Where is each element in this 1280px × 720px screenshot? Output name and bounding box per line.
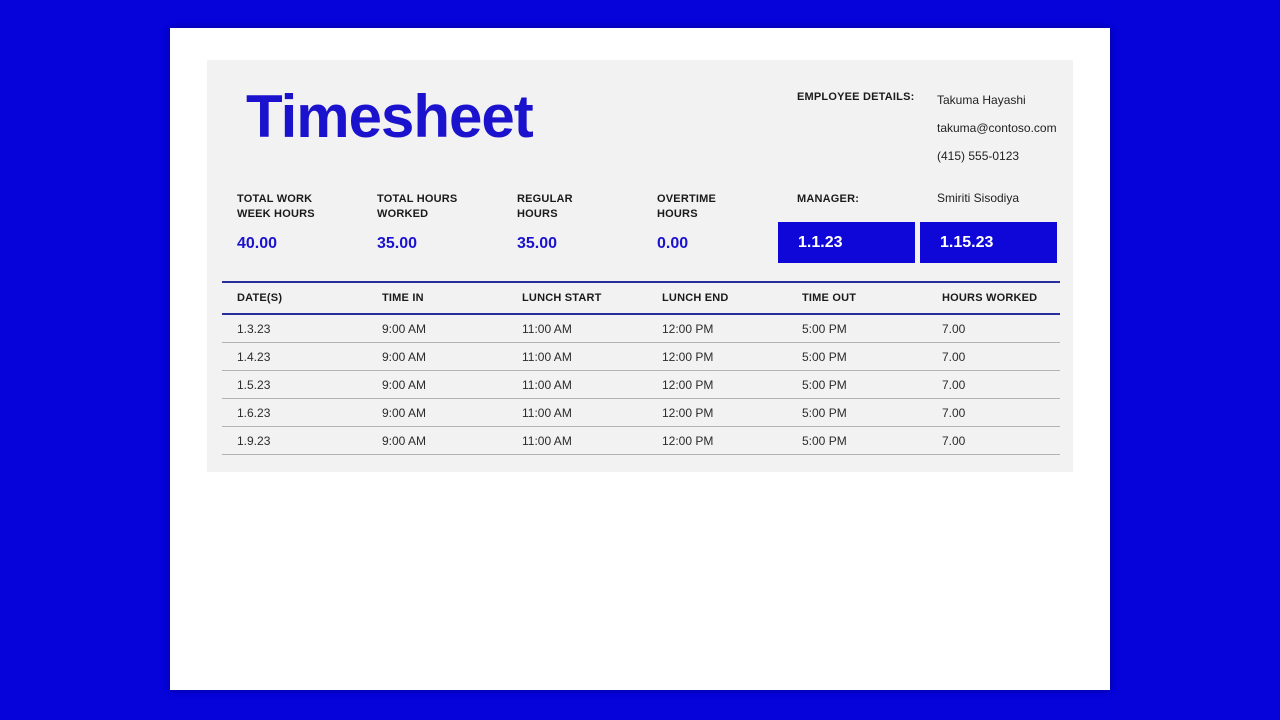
column-header-time-in: TIME IN bbox=[382, 292, 424, 304]
table-header-row: DATE(S) TIME IN LUNCH START LUNCH END TI… bbox=[222, 283, 1060, 315]
cell-time-in: 9:00 AM bbox=[382, 349, 427, 364]
cell-hours-worked: 7.00 bbox=[942, 321, 966, 336]
page-title: Timesheet bbox=[246, 83, 534, 150]
period-start-date: 1.1.23 bbox=[778, 222, 915, 263]
stat-label: WORKED bbox=[377, 208, 429, 220]
stat-value: 40.00 bbox=[237, 235, 278, 252]
cell-hours-worked: 7.00 bbox=[942, 433, 966, 448]
employee-name: Takuma Hayashi bbox=[937, 93, 1026, 107]
stat-label: TOTAL WORK bbox=[237, 193, 313, 205]
stat-label: HOURS bbox=[657, 208, 698, 220]
column-header-dates: DATE(S) bbox=[237, 292, 283, 304]
table-row: 1.6.23 9:00 AM 11:00 AM 12:00 PM 5:00 PM… bbox=[222, 399, 1060, 427]
cell-hours-worked: 7.00 bbox=[942, 405, 966, 420]
stat-value: 35.00 bbox=[377, 235, 418, 252]
table-row: 1.4.23 9:00 AM 11:00 AM 12:00 PM 5:00 PM… bbox=[222, 343, 1060, 371]
column-header-lunch-end: LUNCH END bbox=[662, 292, 729, 304]
cell-time-out: 5:00 PM bbox=[802, 349, 847, 364]
timesheet-panel: Timesheet EMPLOYEE DETAILS: Takuma Hayas… bbox=[207, 60, 1073, 472]
timesheet-table: DATE(S) TIME IN LUNCH START LUNCH END TI… bbox=[222, 281, 1060, 455]
cell-date: 1.4.23 bbox=[237, 349, 271, 364]
column-header-lunch-start: LUNCH START bbox=[522, 292, 602, 304]
cell-lunch-start: 11:00 AM bbox=[522, 433, 572, 448]
employee-details-label: EMPLOYEE DETAILS: bbox=[797, 91, 915, 103]
stat-total-hours-worked: TOTAL HOURS WORKED 35.00 bbox=[377, 192, 507, 253]
cell-time-in: 9:00 AM bbox=[382, 433, 427, 448]
cell-lunch-end: 12:00 PM bbox=[662, 433, 714, 448]
stat-label: HOURS bbox=[517, 208, 558, 220]
stat-total-work-week-hours: TOTAL WORK WEEK HOURS 40.00 bbox=[237, 192, 367, 253]
stat-value: 0.00 bbox=[657, 235, 689, 252]
cell-lunch-start: 11:00 AM bbox=[522, 377, 572, 392]
column-header-time-out: TIME OUT bbox=[802, 292, 857, 304]
column-header-hours-worked: HOURS WORKED bbox=[942, 292, 1038, 304]
cell-time-out: 5:00 PM bbox=[802, 433, 847, 448]
stat-regular-hours: REGULAR HOURS 35.00 bbox=[517, 192, 647, 253]
stat-label: OVERTIME bbox=[657, 193, 717, 205]
manager-label: MANAGER: bbox=[797, 193, 860, 205]
cell-hours-worked: 7.00 bbox=[942, 349, 966, 364]
stat-label: TOTAL HOURS bbox=[377, 193, 458, 205]
cell-time-out: 5:00 PM bbox=[802, 405, 847, 420]
cell-date: 1.6.23 bbox=[237, 405, 271, 420]
stat-label: WEEK HOURS bbox=[237, 208, 315, 220]
table-row: 1.3.23 9:00 AM 11:00 AM 12:00 PM 5:00 PM… bbox=[222, 315, 1060, 343]
cell-time-in: 9:00 AM bbox=[382, 405, 427, 420]
table-row: 1.9.23 9:00 AM 11:00 AM 12:00 PM 5:00 PM… bbox=[222, 427, 1060, 455]
cell-time-out: 5:00 PM bbox=[802, 377, 847, 392]
stat-value: 35.00 bbox=[517, 235, 558, 252]
cell-date: 1.5.23 bbox=[237, 377, 271, 392]
manager-name: Smiriti Sisodiya bbox=[937, 191, 1020, 205]
employee-details-values: Takuma Hayashi takuma@contoso.com (415) … bbox=[937, 86, 1097, 170]
cell-lunch-end: 12:00 PM bbox=[662, 405, 714, 420]
cell-lunch-end: 12:00 PM bbox=[662, 321, 714, 336]
cell-lunch-end: 12:00 PM bbox=[662, 349, 714, 364]
period-end-date: 1.15.23 bbox=[920, 222, 1057, 263]
cell-lunch-start: 11:00 AM bbox=[522, 321, 572, 336]
cell-time-in: 9:00 AM bbox=[382, 377, 427, 392]
cell-time-out: 5:00 PM bbox=[802, 321, 847, 336]
cell-lunch-start: 11:00 AM bbox=[522, 405, 572, 420]
cell-hours-worked: 7.00 bbox=[942, 377, 966, 392]
cell-date: 1.3.23 bbox=[237, 321, 271, 336]
table-row: 1.5.23 9:00 AM 11:00 AM 12:00 PM 5:00 PM… bbox=[222, 371, 1060, 399]
cell-date: 1.9.23 bbox=[237, 433, 271, 448]
document-page: Timesheet EMPLOYEE DETAILS: Takuma Hayas… bbox=[170, 28, 1110, 690]
cell-lunch-end: 12:00 PM bbox=[662, 377, 714, 392]
employee-email: takuma@contoso.com bbox=[937, 121, 1057, 135]
cell-lunch-start: 11:00 AM bbox=[522, 349, 572, 364]
stat-label: REGULAR bbox=[517, 193, 573, 205]
cell-time-in: 9:00 AM bbox=[382, 321, 427, 336]
stat-overtime-hours: OVERTIME HOURS 0.00 bbox=[657, 192, 787, 253]
employee-phone: (415) 555-0123 bbox=[937, 149, 1020, 163]
